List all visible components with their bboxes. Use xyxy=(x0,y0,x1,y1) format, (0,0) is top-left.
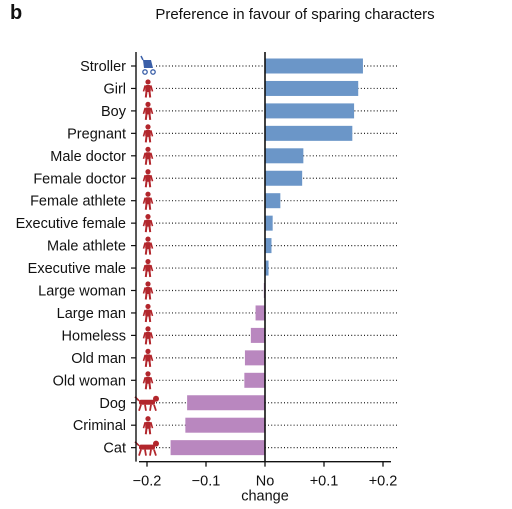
female-doctor-icon xyxy=(142,169,154,188)
executive-female-icon xyxy=(142,214,154,233)
bar-homeless xyxy=(250,327,265,343)
category-label-old-man: Old man xyxy=(71,351,126,367)
category-label-male-doctor: Male doctor xyxy=(50,149,126,165)
boy-icon xyxy=(142,101,154,121)
x-tick-label-3: +0.1 xyxy=(310,474,339,490)
bar-pregnant xyxy=(265,125,353,141)
female-athlete-icon xyxy=(142,191,154,210)
category-label-girl: Girl xyxy=(103,81,126,97)
bar-large-man xyxy=(255,305,265,321)
large-man-icon xyxy=(142,303,154,323)
x-tick-label-2: No change xyxy=(241,474,289,505)
bar-old-man xyxy=(244,350,265,366)
bars xyxy=(170,58,363,456)
dog-icon xyxy=(134,395,159,412)
category-label-boy: Boy xyxy=(101,104,127,120)
old-woman-icon xyxy=(142,371,154,390)
bar-criminal xyxy=(185,417,265,433)
x-tick-label-4: +0.2 xyxy=(369,474,398,490)
bar-executive-female xyxy=(265,215,273,231)
bar-old-woman xyxy=(244,372,265,388)
category-label-large-woman: Large woman xyxy=(38,284,126,300)
homeless-icon xyxy=(142,326,154,345)
bar-executive-male xyxy=(265,260,269,276)
bar-female-athlete xyxy=(265,193,281,209)
category-label-male-athlete: Male athlete xyxy=(47,239,126,255)
pregnant-icon xyxy=(142,124,154,143)
category-label-executive-female: Executive female xyxy=(16,216,126,232)
bar-cat xyxy=(170,440,265,456)
category-label-pregnant: Pregnant xyxy=(67,126,126,142)
girl-icon xyxy=(142,79,154,98)
bar-male-athlete xyxy=(265,238,272,254)
bar-male-doctor xyxy=(265,148,304,164)
x-tick-label-0: −0.2 xyxy=(133,474,162,490)
bar-boy xyxy=(265,103,355,119)
category-label-homeless: Homeless xyxy=(62,328,126,344)
old-man-icon xyxy=(142,348,154,367)
bar-female-doctor xyxy=(265,170,303,186)
character-icons xyxy=(134,55,159,456)
category-label-old-woman: Old woman xyxy=(53,373,126,389)
guide-lines xyxy=(156,65,398,449)
category-label-criminal: Criminal xyxy=(73,418,126,434)
category-label-dog: Dog xyxy=(99,396,126,412)
x-tick-label-1: −0.1 xyxy=(192,474,221,490)
bar-girl xyxy=(265,80,359,96)
criminal-icon xyxy=(142,416,154,435)
bar-dog xyxy=(187,395,265,411)
large-woman-icon xyxy=(142,281,154,300)
x-axis: −0.2 −0.1 No change +0.1 +0.2 xyxy=(131,52,397,505)
category-label-large-man: Large man xyxy=(57,306,126,322)
panel-letter: b xyxy=(10,2,23,24)
category-label-female-athlete: Female athlete xyxy=(30,194,126,210)
stroller-icon xyxy=(140,55,156,75)
category-labels: Stroller Girl Boy Pregnant Male doctor Female… xyxy=(16,59,127,457)
category-label-cat: Cat xyxy=(103,441,126,457)
category-label-executive-male: Executive male xyxy=(28,261,126,277)
category-label-female-doctor: Female doctor xyxy=(33,171,126,187)
cat-icon xyxy=(134,440,159,456)
category-label-stroller: Stroller xyxy=(80,59,126,75)
bar-stroller xyxy=(265,58,363,74)
male-doctor-icon xyxy=(142,146,154,165)
chart-title: Preference in favour of sparing characte… xyxy=(155,6,435,23)
executive-male-icon xyxy=(142,258,154,278)
male-athlete-icon xyxy=(142,236,154,255)
